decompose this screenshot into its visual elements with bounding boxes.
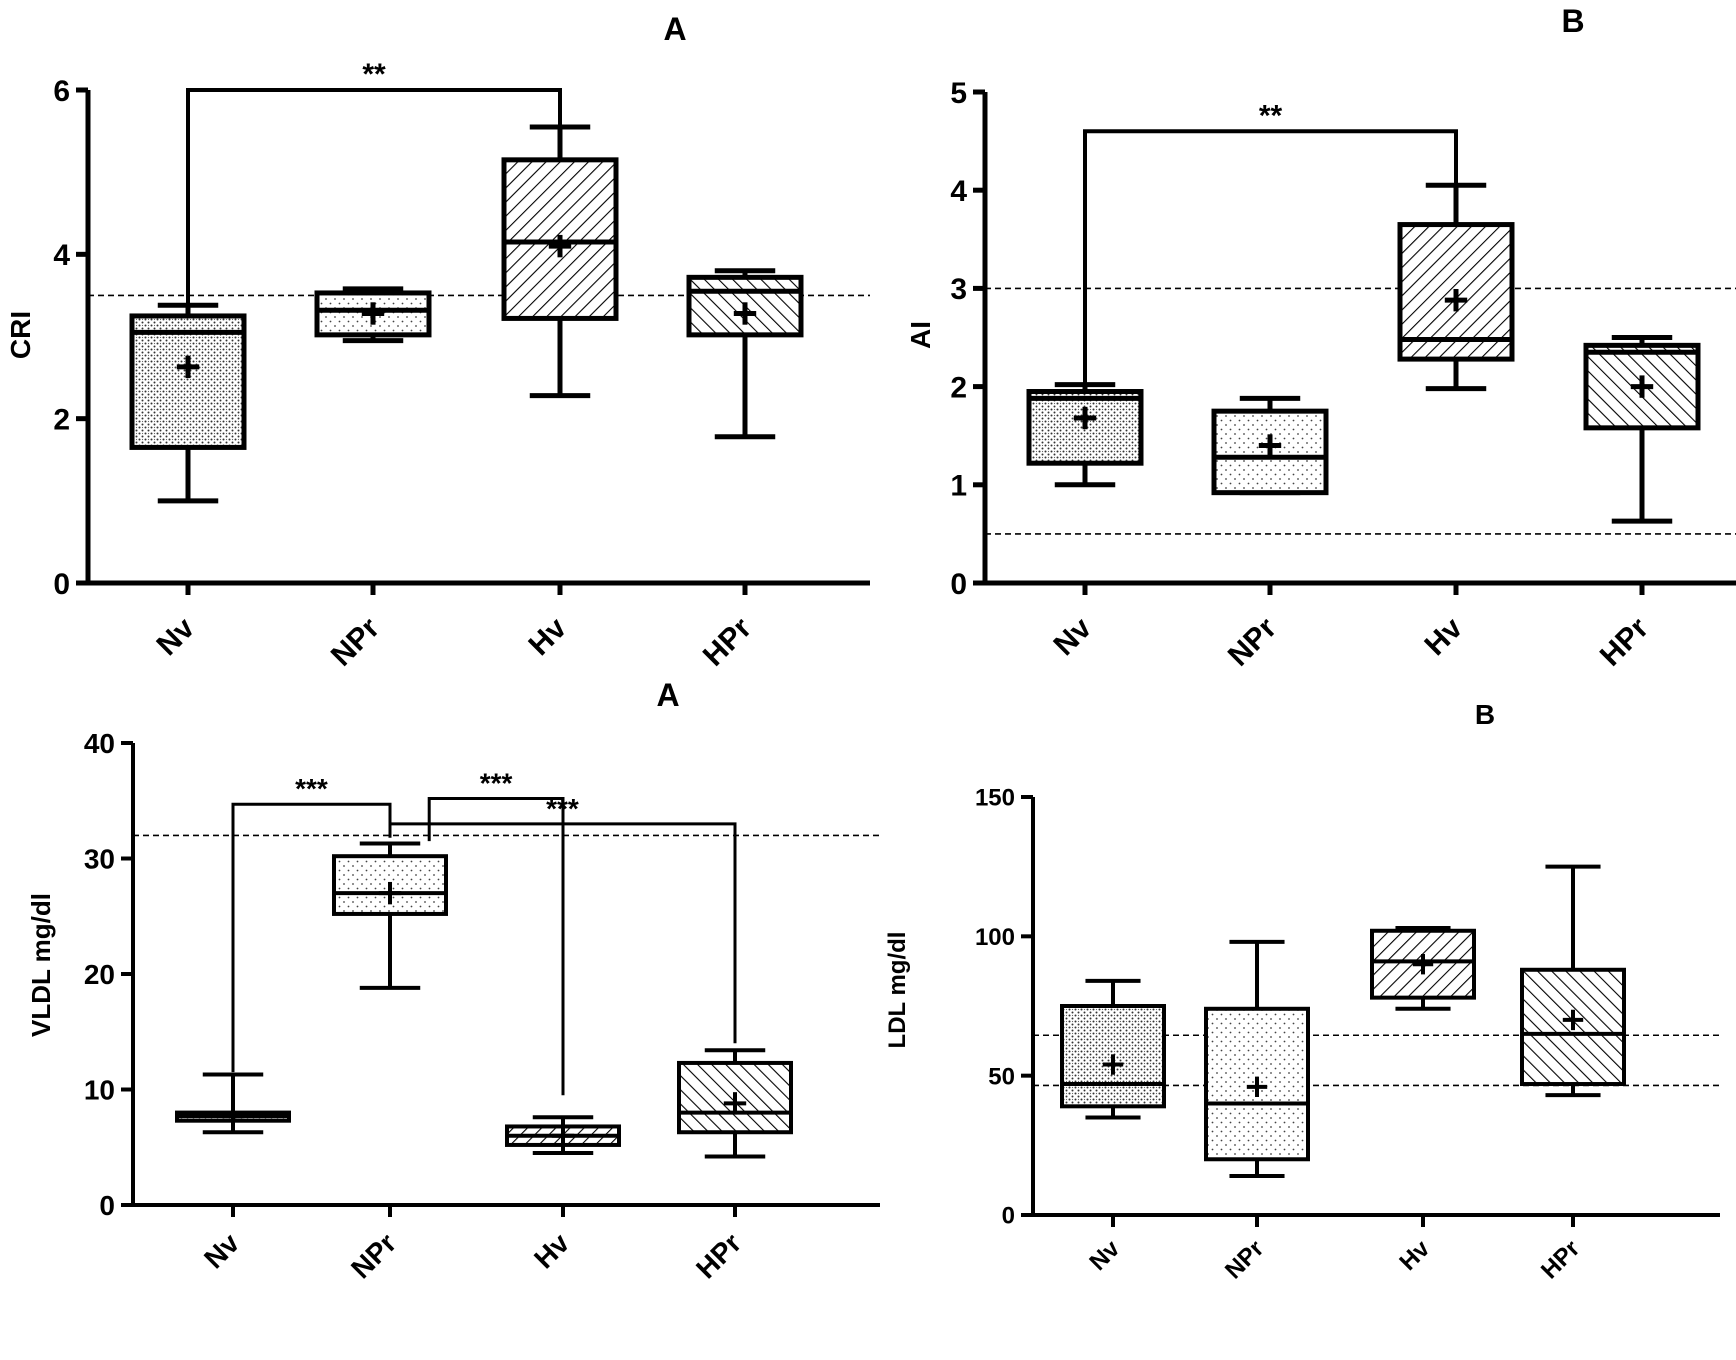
plot-area: 0 50 100 150 Nv NPr Hv HPr xyxy=(975,785,1720,1284)
y-tick-label: 5 xyxy=(950,77,967,110)
x-tick-label: NPr xyxy=(345,1227,402,1284)
y-axis-label: CRI xyxy=(5,311,36,359)
box-nv xyxy=(129,313,247,450)
y-axis-label: LDL mg/dl xyxy=(884,932,911,1049)
x-tick-label: Hv xyxy=(1418,611,1469,662)
plot-area: 0 10 20 30 40 Nv NPr Hv HPr *** *** *** xyxy=(84,728,880,1284)
y-tick-label: 6 xyxy=(53,75,70,108)
y-tick-label: 3 xyxy=(950,273,967,306)
x-tick-label: HPr xyxy=(1594,611,1655,672)
box-hpr xyxy=(1583,342,1701,431)
y-tick-label: 100 xyxy=(975,924,1015,951)
x-tick-label: HPr xyxy=(697,611,758,672)
y-tick-label: 10 xyxy=(84,1075,115,1106)
y-axis-label: AI xyxy=(905,321,936,349)
y-tick-label: 150 xyxy=(975,785,1015,812)
plot-area: 0 1 2 3 4 5 Nv NPr Hv HPr ** xyxy=(950,77,1736,673)
y-tick-label: 2 xyxy=(53,403,70,436)
panel-ldl: B LDL mg/dl 0 50 100 150 Nv NPr Hv HPr xyxy=(884,699,1720,1284)
x-tick-label: Hv xyxy=(522,611,573,662)
y-tick-label: 40 xyxy=(84,728,115,759)
x-tick-label: NPr xyxy=(1222,611,1283,672)
y-tick-label: 50 xyxy=(988,1063,1015,1090)
x-tick-label: Hv xyxy=(528,1227,576,1275)
panel-label: A xyxy=(656,677,679,713)
x-tick-label: HPr xyxy=(1536,1235,1585,1284)
x-tick-label: NPr xyxy=(1220,1235,1269,1284)
y-tick-label: 4 xyxy=(53,239,70,272)
x-tick-label: Nv xyxy=(1084,1235,1125,1276)
panel-label: A xyxy=(663,11,686,47)
y-tick-label: 0 xyxy=(1002,1203,1015,1230)
y-tick-label: 4 xyxy=(950,175,967,208)
significance-bracket xyxy=(388,822,737,1044)
plot-area: 0 2 4 6 Nv NPr Hv HPr ** xyxy=(53,58,870,673)
panel-label: B xyxy=(1561,3,1584,39)
significance-label: *** xyxy=(295,773,328,804)
y-tick-label: 0 xyxy=(950,568,967,601)
y-tick-label: 0 xyxy=(99,1190,115,1221)
significance-label: *** xyxy=(480,767,513,798)
panel-label: B xyxy=(1475,699,1495,730)
y-tick-label: 0 xyxy=(53,568,70,601)
y-tick-label: 20 xyxy=(84,959,115,990)
significance-bracket xyxy=(231,802,392,1073)
panel-ai: B AI 0 1 2 3 4 5 Nv NPr Hv HPr ** xyxy=(905,3,1736,673)
x-tick-label: Nv xyxy=(1047,611,1098,662)
y-axis-label: VLDL mg/dl xyxy=(26,893,56,1037)
y-tick-label: 1 xyxy=(950,470,967,503)
significance-bracket xyxy=(427,796,565,1096)
x-tick-label: Nv xyxy=(150,611,201,662)
panel-vldl: A VLDL mg/dl 0 10 20 30 40 Nv NPr Hv HPr *** *** **… xyxy=(26,677,880,1284)
significance-label: *** xyxy=(546,793,579,824)
x-tick-label: Nv xyxy=(198,1227,246,1275)
significance-bracket xyxy=(1083,129,1458,385)
x-tick-label: NPr xyxy=(325,611,386,672)
panel-cri: A CRI 0 2 4 6 Nv NPr Hv HPr ** xyxy=(5,11,870,673)
box-nv xyxy=(1060,1004,1166,1109)
significance-label: ** xyxy=(362,58,386,91)
significance-bracket xyxy=(186,88,562,306)
x-tick-label: Hv xyxy=(1394,1235,1435,1276)
x-tick-label: HPr xyxy=(690,1227,747,1284)
significance-label: ** xyxy=(1259,99,1283,132)
y-tick-label: 2 xyxy=(950,371,967,404)
y-tick-label: 30 xyxy=(84,844,115,875)
